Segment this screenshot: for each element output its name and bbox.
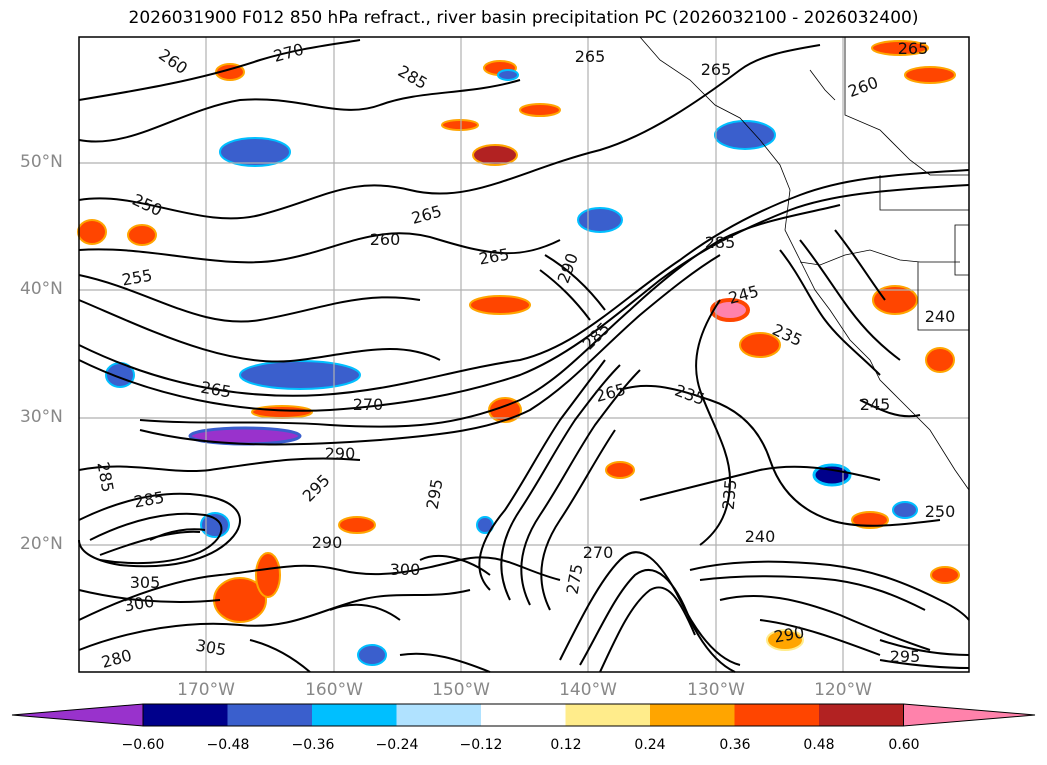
contour-label: 265 <box>701 60 732 79</box>
contour-label: 260 <box>155 45 191 78</box>
lon-label-150w: 150°W <box>432 680 490 700</box>
contour-label: 240 <box>745 527 776 546</box>
contour-label: 235 <box>719 478 741 510</box>
refractivity-contours <box>78 39 970 673</box>
lon-label-140w: 140°W <box>559 680 617 700</box>
contour-label: 260 <box>846 73 881 101</box>
contour-label: 250 <box>129 190 165 220</box>
contour-label: 250 <box>925 502 956 521</box>
contour-label: 265 <box>575 47 606 66</box>
coastlines <box>639 36 970 491</box>
contour-label: 290 <box>312 533 343 552</box>
contour-label: 295 <box>890 647 921 666</box>
contour-label: 255 <box>120 266 153 290</box>
contour-label: 265 <box>477 245 510 269</box>
colorbar-tick: 0.60 <box>888 737 920 753</box>
contour-label: 285 <box>395 61 431 93</box>
colorbar-tick: −0.12 <box>459 737 503 753</box>
colorbar-segment <box>819 704 904 726</box>
contour-label: 305 <box>130 573 161 592</box>
colorbar-extend-low <box>11 703 144 727</box>
colorbar-segment <box>734 704 819 726</box>
contour-label: 265 <box>898 39 929 58</box>
contour-label: 265 <box>199 378 232 402</box>
colorbar-segment <box>143 704 228 726</box>
contour-label: 240 <box>925 307 956 326</box>
contour-label: 285 <box>132 488 165 512</box>
contour-label: 245 <box>726 282 760 308</box>
colorbar-tick: −0.36 <box>291 737 335 753</box>
contour-label: 245 <box>860 395 891 414</box>
contour-label: 270 <box>583 543 614 562</box>
lon-label-160w: 160°W <box>305 680 363 700</box>
lat-label-20n: 20°N <box>20 534 63 554</box>
contour-label: 280 <box>99 646 133 672</box>
contour-label: 305 <box>194 636 227 660</box>
colorbar-segment <box>565 704 650 726</box>
contour-label: 235 <box>672 381 707 409</box>
colorbar-tick: −0.24 <box>375 737 419 753</box>
precip-patches <box>77 40 960 666</box>
lon-label-130w: 130°W <box>687 680 745 700</box>
lat-label-30n: 30°N <box>20 407 63 427</box>
colorbar-segment <box>227 704 312 726</box>
colorbar-tick: 0.36 <box>719 737 751 753</box>
colorbar-outline <box>142 703 904 727</box>
contour-label: 285 <box>93 460 117 493</box>
colorbar <box>11 703 1036 727</box>
lon-label-120w: 120°W <box>814 680 872 700</box>
colorbar-segment <box>481 704 566 726</box>
contour-label: 295 <box>423 477 447 510</box>
contour-label: 260 <box>370 230 401 249</box>
contour-label: 300 <box>122 592 155 616</box>
contour-label: 265 <box>593 380 627 406</box>
lat-label-50n: 50°N <box>20 152 63 172</box>
contour-labels: 270 265 285 260 265 265 260 250 255 265 265 290 285 2… <box>93 39 955 672</box>
map-graticule <box>79 37 969 672</box>
contour-label: 290 <box>325 444 356 463</box>
contour-label: 270 <box>353 395 384 414</box>
contour-label: 285 <box>579 319 614 354</box>
colorbar-segment <box>650 704 735 726</box>
contour-label: 265 <box>409 202 443 228</box>
colorbar-segment <box>312 704 397 726</box>
contour-label: 300 <box>390 560 421 579</box>
contour-label: 270 <box>271 40 305 66</box>
colorbar-tick: 0.12 <box>550 737 582 753</box>
map-frame <box>78 36 970 673</box>
contour-label: 275 <box>563 562 587 595</box>
contour-label: 285 <box>705 233 736 252</box>
colorbar-segment <box>396 704 481 726</box>
colorbar-extend-high <box>903 703 1036 727</box>
contour-label: 295 <box>299 471 334 506</box>
colorbar-tick: 0.24 <box>634 737 666 753</box>
colorbar-tick: −0.60 <box>121 737 165 753</box>
lat-label-40n: 40°N <box>20 279 63 299</box>
lon-label-170w: 170°W <box>177 680 235 700</box>
colorbar-tick: 0.48 <box>803 737 835 753</box>
map-title: 2026031900 F012 850 hPa refract., river … <box>128 8 919 28</box>
colorbar-tick: −0.48 <box>206 737 250 753</box>
